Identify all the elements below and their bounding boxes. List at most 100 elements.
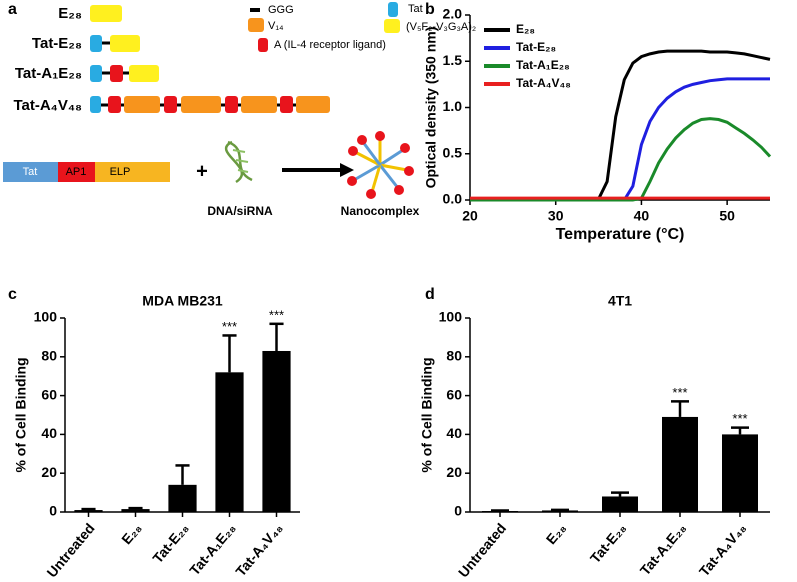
- plus-sign: +: [196, 160, 208, 182]
- x-tick-label: 40: [634, 208, 650, 224]
- x-tick-label: E₂₈: [543, 520, 569, 547]
- v14-block: [241, 96, 277, 113]
- significance: ***: [222, 319, 237, 334]
- x-tick-label: Tat-A₁E₂₈: [637, 520, 690, 578]
- product-label: Nanocomplex: [341, 204, 420, 218]
- arrow-head: [340, 163, 354, 177]
- bar: [168, 484, 197, 512]
- chart-title: MDA MB231: [142, 293, 223, 309]
- bar: [262, 350, 291, 512]
- x-tick-label: E₂₈: [118, 520, 144, 547]
- dna-helix: [224, 140, 253, 184]
- y-tick-label: 20: [41, 464, 57, 480]
- x-tick-label: Tat-E₂₈: [587, 520, 629, 566]
- ligand-block: [164, 96, 177, 113]
- significance: ***: [732, 411, 747, 426]
- x-tick-label: Tat-E₂₈: [149, 520, 191, 566]
- legend-swatch: [248, 18, 264, 32]
- legend-label: Tat-E₂₈: [516, 40, 556, 54]
- x-tick-label: Tat-A₄V₄₈: [232, 520, 285, 579]
- panel-a: a E₂₈ Tat-E₂₈ Tat-A₁E₂₈ Tat-A₄V₄₈ GGG Ta…: [3, 1, 476, 218]
- legend-swatch: [388, 2, 398, 17]
- ligand-block: [110, 65, 123, 82]
- elp-segment: [95, 162, 170, 182]
- y-axis-label: % of Cell Binding: [13, 357, 29, 472]
- panel-label: c: [8, 286, 17, 303]
- tat-block: [90, 96, 101, 113]
- tat-block: [90, 35, 102, 52]
- significance: ***: [672, 385, 687, 400]
- elp-block: [110, 35, 140, 52]
- cargo-label: DNA/siRNA: [207, 204, 273, 218]
- nanocomplex: [347, 131, 414, 199]
- legend-label: Tat-A₄V₄₈: [516, 76, 571, 90]
- tat-segment: [3, 162, 58, 182]
- line-series: [470, 49, 771, 202]
- line-series: [470, 117, 772, 202]
- y-tick-label: 0: [454, 503, 462, 519]
- bar: [215, 372, 244, 512]
- y-tick-label: 60: [446, 386, 462, 402]
- bar: [662, 416, 698, 512]
- y-tick-label: 1.5: [443, 52, 463, 68]
- legend-swatch: [384, 19, 400, 33]
- y-tick-label: 1.0: [443, 98, 463, 114]
- segment-label: ELP: [110, 166, 131, 178]
- x-tick-label: Tat-A₄V₄₈: [696, 520, 749, 579]
- x-tick-label: Tat-A₁E₂₈: [186, 520, 239, 578]
- construct-label: Tat-E₂₈: [32, 35, 82, 52]
- construct-label: Tat-A₄V₄₈: [13, 97, 82, 114]
- legend-label: E₂₈: [516, 22, 535, 36]
- x-axis-label: Temperature (°C): [556, 226, 685, 243]
- legend-text: GGG: [268, 4, 294, 16]
- y-tick-label: 40: [446, 425, 462, 441]
- bar: [74, 510, 103, 512]
- tat-block: [90, 65, 102, 82]
- legend-label: Tat-A₁E₂₈: [516, 58, 570, 72]
- y-tick-label: 40: [41, 425, 57, 441]
- y-tick-label: 80: [41, 348, 57, 364]
- bar: [121, 509, 150, 512]
- legend-text: A (IL-4 receptor ligand): [274, 39, 386, 51]
- y-tick-label: 100: [34, 309, 58, 325]
- x-tick-label: Untreated: [43, 520, 97, 580]
- significance: ***: [269, 307, 284, 322]
- x-tick-label: Untreated: [455, 520, 509, 580]
- panel-label: d: [425, 286, 435, 303]
- y-axis-label: % of Cell Binding: [419, 357, 435, 472]
- ligand-block: [108, 96, 121, 113]
- ligand-block: [225, 96, 238, 113]
- x-tick-label: 20: [462, 208, 478, 224]
- x-tick-label: 30: [548, 208, 564, 224]
- y-tick-label: 0.0: [443, 191, 463, 207]
- y-tick-label: 80: [446, 348, 462, 364]
- bar: [542, 510, 578, 512]
- bar: [722, 434, 758, 512]
- y-tick-label: 0: [49, 503, 57, 519]
- construct-label: Tat-A₁E₂₈: [15, 65, 82, 82]
- v14-block: [296, 96, 330, 113]
- chart-title: 4T1: [608, 293, 632, 309]
- y-axis-label: Optical density (350 nm): [423, 27, 439, 189]
- panel-label: b: [425, 1, 435, 18]
- ligand-block: [280, 96, 293, 113]
- legend-text: (V₅F₂-V₃G₃A)₂: [406, 21, 476, 33]
- y-tick-label: 100: [439, 309, 463, 325]
- legend-text: V₁₄: [268, 20, 284, 32]
- construct-label: E₂₈: [58, 5, 82, 22]
- elp-block: [129, 65, 159, 82]
- y-tick-label: 60: [41, 386, 57, 402]
- x-tick-label: 50: [719, 208, 735, 224]
- panel-label: a: [8, 1, 17, 18]
- y-tick-label: 20: [446, 464, 462, 480]
- y-tick-label: 0.5: [443, 144, 463, 160]
- elp-block: [90, 5, 122, 22]
- v14-block: [181, 96, 221, 113]
- legend-swatch: [250, 8, 260, 12]
- legend-text: Tat: [408, 3, 423, 15]
- y-tick-label: 2.0: [443, 6, 463, 22]
- segment-label: AP1: [66, 166, 87, 178]
- bar: [602, 496, 638, 512]
- ap1-segment: [58, 162, 95, 182]
